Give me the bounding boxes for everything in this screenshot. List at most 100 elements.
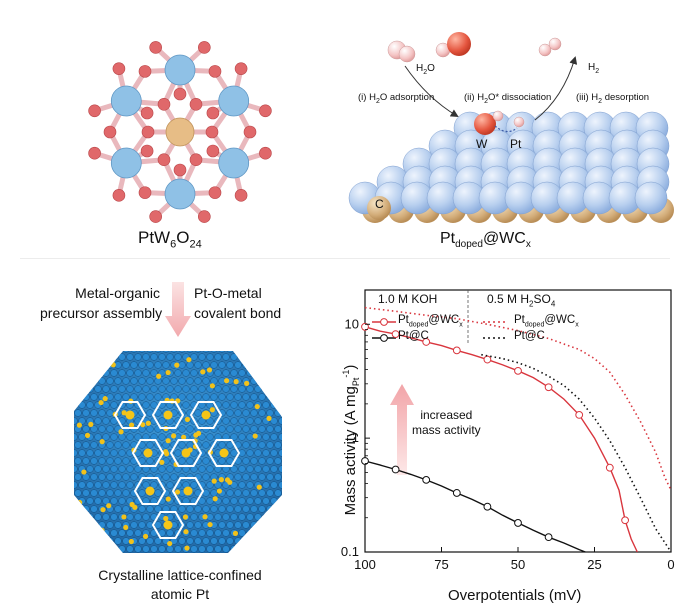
- lattice-atom: [106, 351, 114, 353]
- pt-atom: [128, 422, 135, 428]
- lattice-atom: [222, 545, 230, 553]
- lattice-atom: [74, 489, 82, 497]
- lattice-atom: [86, 545, 94, 553]
- x-tick-label: 50: [511, 557, 525, 572]
- lattice-atom: [122, 505, 130, 513]
- lattice-atom: [238, 545, 246, 553]
- lattice-atom: [274, 441, 282, 449]
- lattice-atom: [254, 417, 262, 425]
- lattice-atom: [270, 449, 278, 457]
- lattice-atom: [274, 361, 282, 369]
- legend-entry-ptc-h2so4: Pt@C: [514, 330, 545, 342]
- down-arrow: [165, 282, 191, 337]
- lattice-atom: [134, 353, 142, 361]
- series-point-0: [361, 322, 369, 331]
- lattice-atom: [278, 481, 282, 489]
- lattice-atom: [114, 521, 122, 529]
- lattice-atom: [130, 473, 138, 481]
- lattice-atom: [98, 377, 106, 385]
- lattice-atom: [130, 361, 138, 369]
- lattice-atom: [174, 449, 182, 457]
- ptw6o24-cluster-diagram: [88, 41, 272, 223]
- lattice-atom: [250, 351, 258, 353]
- lattice-atom: [262, 449, 270, 457]
- h2o-label: H2O: [416, 63, 435, 76]
- lattice-atom: [90, 505, 98, 513]
- lattice-atom: [94, 433, 102, 441]
- oxygen-atom: [138, 65, 152, 78]
- lattice-atom: [174, 353, 182, 361]
- lattice-atom: [202, 441, 210, 449]
- lattice-atom: [278, 545, 282, 553]
- lattice-atom: [198, 353, 206, 361]
- oxygen-atom: [243, 125, 257, 139]
- lattice-atom: [90, 457, 98, 465]
- pt-atom: [163, 515, 169, 522]
- lattice-atom: [198, 465, 206, 473]
- pt-atom: [102, 396, 108, 402]
- lattice-atom: [214, 529, 222, 537]
- lattice-atom: [134, 433, 142, 441]
- pt-atom: [184, 416, 191, 423]
- lattice-atom: [250, 505, 258, 513]
- tungsten-atom: [110, 147, 142, 179]
- lattice-atom: [258, 489, 266, 497]
- lattice-atom: [274, 351, 282, 353]
- series-point-0: [391, 330, 400, 338]
- lattice-atom: [206, 465, 214, 473]
- lattice-atom: [74, 545, 78, 553]
- lattice-atom: [250, 441, 258, 449]
- lattice-atom: [74, 473, 82, 481]
- lattice-atom: [106, 409, 114, 417]
- series-point-0: [452, 346, 461, 355]
- lattice-atom: [98, 361, 106, 369]
- lattice-atom: [262, 353, 270, 361]
- pt-atom: [200, 369, 206, 375]
- lattice-atom: [218, 457, 226, 465]
- lattice-atom: [222, 353, 230, 361]
- desorption-arrow: [534, 56, 578, 121]
- x-tick-label: 75: [434, 557, 448, 572]
- pt-atom: [77, 499, 83, 506]
- lattice-atom: [82, 377, 90, 385]
- lattice-atom: [274, 489, 282, 497]
- lattice-atom: [254, 513, 262, 521]
- pt-atom: [156, 373, 162, 379]
- lattice-atom: [218, 351, 226, 353]
- lattice-atom: [218, 361, 226, 369]
- pt-atom: [263, 541, 269, 547]
- lattice-atom: [102, 481, 110, 489]
- pt-atom: [247, 541, 253, 547]
- lattice-atom: [262, 401, 270, 409]
- lattice-atom: [158, 545, 166, 553]
- series-point-0: [605, 463, 614, 472]
- lattice-atom: [246, 369, 254, 377]
- lattice-atom: [74, 441, 82, 449]
- lattice-atom: [206, 417, 214, 425]
- her-mechanism-diagram: [348, 32, 674, 223]
- lattice-atom: [106, 377, 114, 385]
- lattice-atom: [230, 433, 238, 441]
- lattice-atom: [90, 521, 98, 529]
- precursor-assembly-text: Metal-organic precursor assembly: [40, 285, 163, 321]
- lattice-atom: [142, 513, 150, 521]
- lattice-atom: [202, 473, 210, 481]
- lattice-atom: [74, 385, 78, 393]
- lattice-atom: [102, 529, 110, 537]
- lattice-atom: [154, 537, 162, 545]
- oxygen-atom: [173, 163, 187, 177]
- lattice-atom: [68, 410, 73, 417]
- lattice-atom: [146, 377, 154, 385]
- lattice-atom: [242, 441, 250, 449]
- lattice-atom: [186, 377, 194, 385]
- tungsten-atom: [110, 85, 142, 117]
- lattice-atom: [68, 490, 73, 497]
- lattice-atom: [274, 425, 282, 433]
- lattice-atom: [106, 425, 114, 433]
- pt-atom: [174, 362, 180, 368]
- lattice-atom: [190, 481, 198, 489]
- lattice-atom: [250, 473, 258, 481]
- lattice-atom: [94, 465, 102, 473]
- pt-atom: [123, 524, 129, 531]
- lattice-atom: [102, 385, 110, 393]
